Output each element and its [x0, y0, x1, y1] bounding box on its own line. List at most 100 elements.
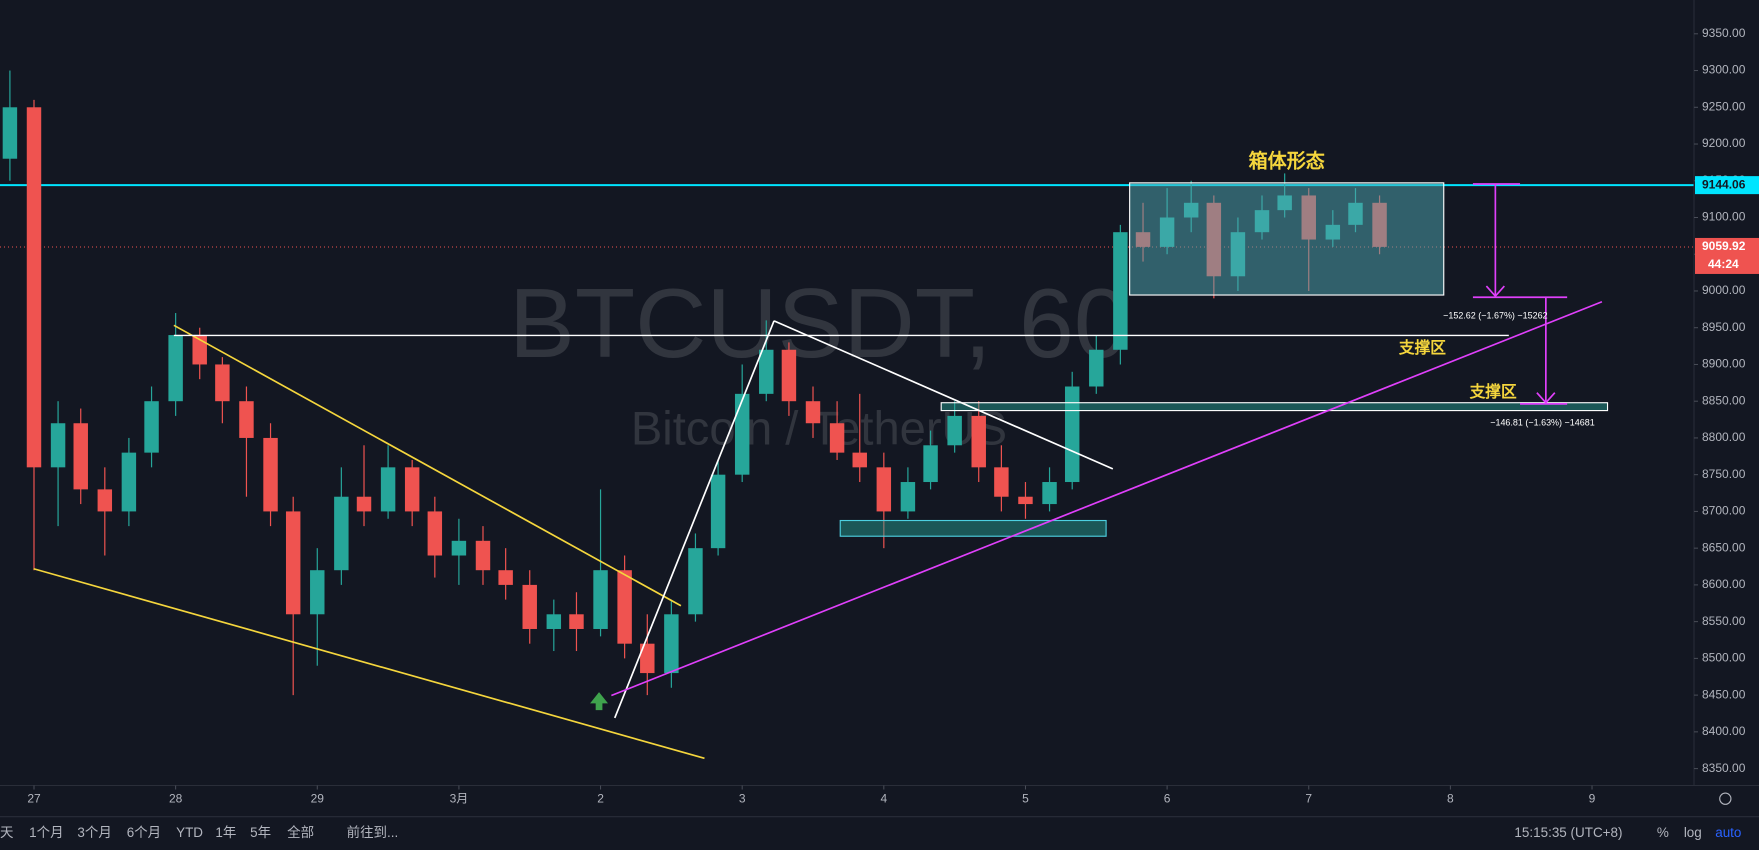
candle-body — [1064, 386, 1080, 483]
candle-body — [144, 401, 159, 453]
y-tick-label: 8500.00 — [1702, 651, 1746, 665]
y-tick-label: 9350.00 — [1702, 26, 1746, 40]
countdown: 44:24 — [1708, 257, 1739, 271]
y-tick-label: 9200.00 — [1702, 136, 1746, 150]
watermark: BTCUSDT, 60 Bitcoin / TetherUS — [509, 268, 1129, 454]
y-tick-label: 8700.00 — [1702, 504, 1746, 518]
watermark-symbol: BTCUSDT, 60 — [509, 268, 1129, 378]
candle-body — [900, 482, 916, 512]
range-button[interactable]: 全部 — [287, 824, 314, 840]
zone — [839, 519, 1107, 537]
candle-body — [1113, 232, 1128, 350]
y-tick-label: 9250.00 — [1702, 99, 1746, 113]
candle-body — [1089, 349, 1104, 387]
range-button[interactable]: 6个月 — [127, 825, 161, 840]
measure — [1472, 183, 1568, 405]
x-tick-label: 6 — [1164, 792, 1171, 806]
y-tick-label: 8750.00 — [1702, 467, 1746, 481]
candle-body — [285, 511, 301, 615]
y-tick-label: 9400.00 — [1702, 0, 1746, 3]
price-label: 9059.92 — [1702, 239, 1746, 253]
y-tick-label: 8350.00 — [1702, 761, 1746, 775]
candle-body — [876, 467, 892, 512]
x-tick-label: 2 — [597, 792, 604, 806]
arrow-up — [590, 692, 609, 711]
candle-body — [829, 423, 845, 453]
candle-body — [947, 415, 962, 446]
x-tick-label: 28 — [169, 792, 183, 806]
candle-body — [121, 452, 137, 512]
candle-body — [852, 452, 867, 468]
axes: 8350.00 8400.00 8450.00 8500.00 8550.00 8600.… — [0, 0, 1759, 806]
x-tick-label: 3 — [739, 792, 746, 806]
annotation: 支撑区 — [1398, 338, 1446, 357]
candle-body — [334, 496, 349, 571]
y-tick-label: 9000.00 — [1702, 283, 1746, 297]
candle-body — [2, 107, 18, 159]
x-tick-label: 4 — [880, 792, 887, 806]
y-tick-label: 9100.00 — [1702, 210, 1746, 224]
candle-body — [593, 570, 608, 629]
trend-line — [611, 300, 1603, 697]
y-tick-label: 8550.00 — [1702, 614, 1746, 628]
candle-body — [475, 540, 491, 571]
trend-line — [773, 320, 1114, 470]
candle-body — [710, 474, 726, 549]
candle-body — [73, 423, 88, 490]
price-label-box — [1695, 237, 1759, 274]
candle-body — [451, 540, 467, 556]
x-tick-label: 7 — [1305, 792, 1312, 806]
price-label-box — [1695, 176, 1759, 195]
candle-body — [781, 349, 797, 402]
candle-body — [734, 393, 750, 475]
y-tick-label: 8950.00 — [1702, 320, 1746, 334]
candle-body — [498, 570, 513, 585]
log-toggle[interactable]: log — [1684, 825, 1702, 840]
candle-body — [97, 489, 113, 512]
annotation: 箱体形态 — [1249, 150, 1325, 173]
range-button[interactable]: 1个月 — [29, 825, 63, 840]
candle-body — [239, 401, 254, 438]
candle-body — [215, 364, 230, 402]
measure-label: −146.81 (−1.63%) −14681 — [1490, 417, 1594, 427]
candle-body — [522, 584, 537, 629]
candle-body — [971, 415, 986, 468]
range-button[interactable]: 天 — [0, 825, 13, 840]
percent-toggle[interactable]: % — [1657, 825, 1669, 840]
y-tick-label: 8650.00 — [1702, 540, 1746, 554]
x-tick-label: 9 — [1589, 792, 1596, 806]
candle-body — [1042, 482, 1057, 505]
range-button[interactable]: 3个月 — [77, 825, 111, 840]
candle-body — [805, 401, 821, 424]
range-button[interactable]: 5年 — [250, 825, 271, 840]
settings-icon[interactable] — [1719, 792, 1732, 805]
candle-body — [1018, 496, 1033, 505]
candle-body — [427, 511, 443, 556]
trend-line — [173, 324, 682, 607]
range-button[interactable]: YTD — [176, 825, 203, 840]
candle-body — [994, 467, 1009, 497]
candle-body — [380, 467, 396, 512]
candle-body — [50, 423, 66, 468]
candle-body — [310, 570, 325, 615]
auto-toggle[interactable]: auto — [1715, 825, 1741, 840]
price-label: 9144.06 — [1702, 177, 1746, 191]
annotation: 支撑区 — [1469, 382, 1517, 401]
candle-body — [759, 349, 774, 394]
candle-body — [640, 643, 655, 674]
candle-body — [688, 548, 703, 615]
trend-line — [33, 567, 705, 760]
candle-body — [404, 467, 420, 512]
candle-body — [617, 570, 632, 644]
zone — [940, 402, 1609, 412]
x-tick-label: 3月 — [450, 792, 469, 806]
candle-body — [26, 107, 42, 468]
y-tick-label: 8600.00 — [1702, 577, 1746, 591]
drawings: 箱体形态 支撑区 支撑区 −152.62 (−1.67%) −15262 −14… — [33, 150, 1609, 760]
range-button[interactable]: 1年 — [215, 825, 236, 840]
y-tick-label: 8450.00 — [1702, 687, 1746, 701]
goto-button[interactable]: 前往到... — [347, 824, 399, 840]
candle-body — [569, 614, 584, 629]
